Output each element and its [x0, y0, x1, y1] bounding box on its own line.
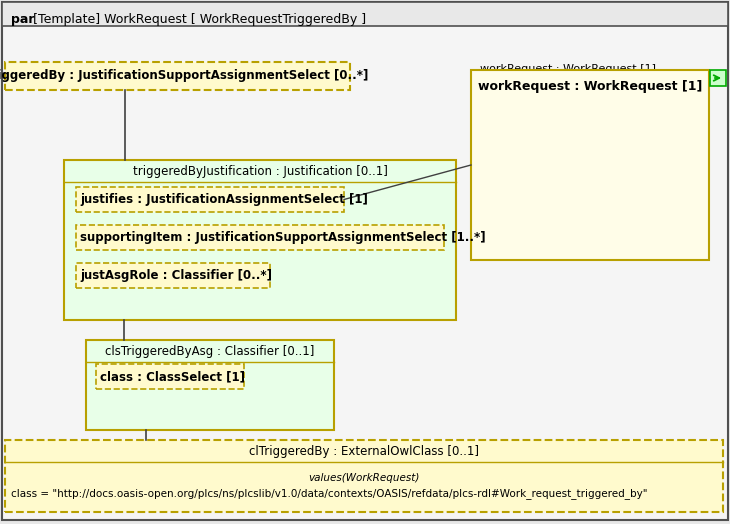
Text: class : ClassSelect [1]: class : ClassSelect [1] — [100, 370, 245, 383]
Text: triggeredBy : JustificationSupportAssignmentSelect [0..*]: triggeredBy : JustificationSupportAssign… — [0, 70, 369, 82]
Bar — [710, 70, 726, 86]
Bar — [76, 263, 270, 288]
Text: workRequest : WorkRequest [1]: workRequest : WorkRequest [1] — [480, 64, 656, 74]
Text: [Template] WorkRequest [ WorkRequestTriggeredBy ]: [Template] WorkRequest [ WorkRequestTrig… — [29, 14, 366, 27]
Text: supportingItem : JustificationSupportAssignmentSelect [1..*]: supportingItem : JustificationSupportAss… — [80, 231, 485, 244]
Bar — [471, 70, 709, 260]
Bar — [5, 62, 350, 90]
Bar — [76, 187, 344, 212]
Text: justAsgRole : Classifier [0..*]: justAsgRole : Classifier [0..*] — [80, 269, 272, 282]
Bar — [64, 160, 456, 320]
Text: triggeredByJustification : Justification [0..1]: triggeredByJustification : Justification… — [133, 165, 388, 178]
Text: workRequest : WorkRequest [1]: workRequest : WorkRequest [1] — [478, 80, 702, 93]
Text: values(WorkRequest): values(WorkRequest) — [308, 473, 420, 483]
Text: clTriggeredBy : ExternalOwlClass [0..1]: clTriggeredBy : ExternalOwlClass [0..1] — [249, 444, 479, 457]
Text: class = "http://docs.oasis-open.org/plcs/ns/plcslib/v1.0/data/contexts/OASIS/ref: class = "http://docs.oasis-open.org/plcs… — [11, 488, 648, 499]
Bar — [5, 440, 723, 512]
Bar — [96, 364, 244, 389]
Text: par: par — [11, 14, 34, 27]
Text: clsTriggeredByAsg : Classifier [0..1]: clsTriggeredByAsg : Classifier [0..1] — [105, 344, 315, 357]
Bar — [86, 340, 334, 430]
Bar — [76, 225, 444, 250]
Text: justifies : JustificationAssignmentSelect [1]: justifies : JustificationAssignmentSelec… — [80, 193, 368, 206]
Bar — [2, 2, 728, 26]
